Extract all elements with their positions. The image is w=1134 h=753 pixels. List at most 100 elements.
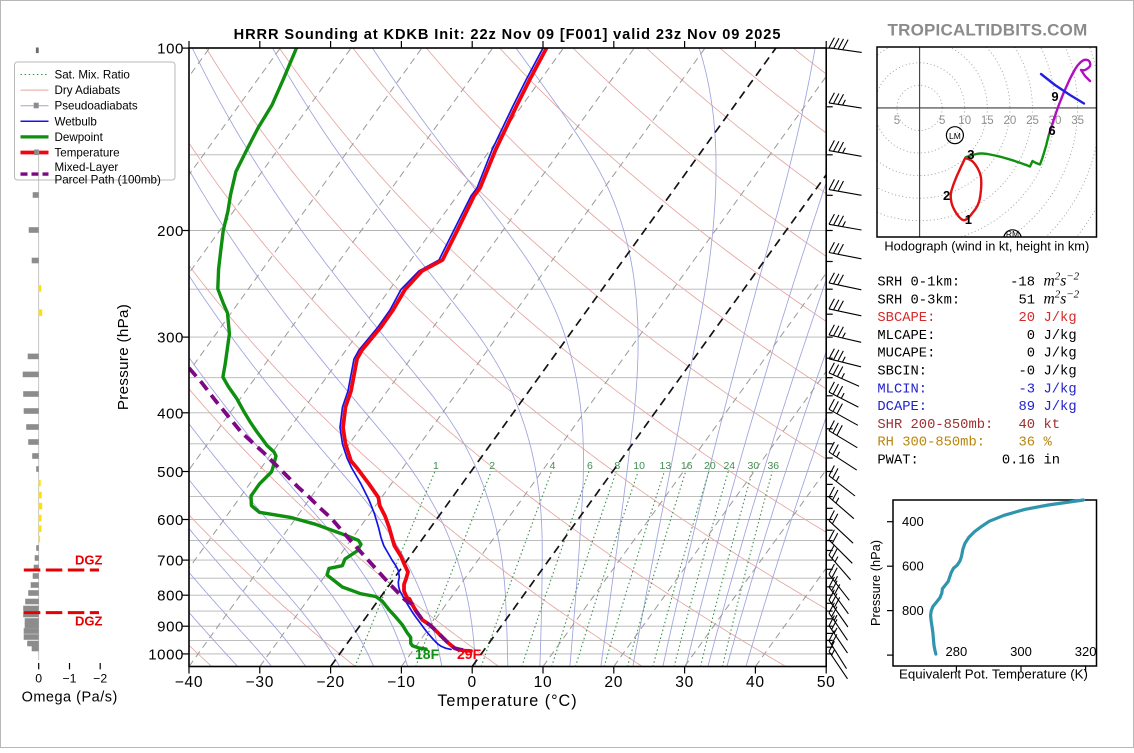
- svg-text:J/kg: J/kg: [1044, 310, 1077, 326]
- svg-text:J/kg: J/kg: [1044, 364, 1077, 380]
- svg-text:Dry Adiabats: Dry Adiabats: [55, 84, 121, 97]
- svg-text:-3: -3: [1018, 382, 1035, 397]
- svg-text:0.16: 0.16: [1002, 454, 1035, 469]
- svg-text:Hodograph (wind in kt, height: Hodograph (wind in kt, height in km): [884, 239, 1089, 254]
- svg-text:24: 24: [723, 460, 735, 472]
- svg-text:800: 800: [157, 588, 184, 605]
- svg-text:400: 400: [902, 514, 924, 529]
- svg-text:Temperature: Temperature: [55, 147, 120, 160]
- svg-text:20: 20: [704, 460, 716, 472]
- svg-text:Parcel Path (100mb): Parcel Path (100mb): [55, 174, 161, 187]
- svg-text:DGZ: DGZ: [75, 553, 103, 568]
- svg-text:20: 20: [1018, 311, 1035, 326]
- svg-text:Mixed-Layer: Mixed-Layer: [55, 161, 119, 174]
- svg-text:%: %: [1044, 436, 1053, 451]
- svg-text:1: 1: [965, 212, 972, 227]
- svg-text:600: 600: [157, 512, 184, 529]
- svg-text:MLCAPE:: MLCAPE:: [877, 329, 935, 344]
- svg-text:MUCAPE:: MUCAPE:: [877, 347, 935, 362]
- svg-text:Wetbulb: Wetbulb: [55, 115, 97, 128]
- svg-text:10: 10: [534, 674, 553, 691]
- svg-text:SBCIN:: SBCIN:: [877, 365, 927, 380]
- svg-text:100: 100: [157, 41, 184, 58]
- svg-text:Omega (Pa/s): Omega (Pa/s): [22, 690, 118, 706]
- svg-text:−30: −30: [246, 674, 275, 691]
- svg-text:−10: −10: [387, 674, 416, 691]
- svg-text:320: 320: [1075, 644, 1097, 659]
- svg-text:3: 3: [967, 147, 974, 162]
- svg-text:−20: −20: [316, 674, 345, 691]
- svg-text:200: 200: [157, 223, 184, 240]
- svg-text:J/kg: J/kg: [1044, 399, 1077, 415]
- svg-text:LM: LM: [949, 131, 961, 141]
- svg-text:0: 0: [1027, 347, 1035, 362]
- svg-text:300: 300: [157, 330, 184, 347]
- svg-text:in: in: [1044, 453, 1061, 469]
- svg-text:20: 20: [1004, 115, 1017, 127]
- svg-text:−1: −1: [62, 672, 76, 686]
- svg-text:RH 300-850mb:: RH 300-850mb:: [877, 435, 985, 451]
- svg-text:400: 400: [157, 405, 184, 422]
- svg-text:Dewpoint: Dewpoint: [55, 131, 104, 144]
- svg-text:700: 700: [157, 553, 184, 570]
- svg-text:Pseudoadiabats: Pseudoadiabats: [55, 100, 138, 113]
- svg-text:−40: −40: [175, 674, 204, 691]
- svg-text:36: 36: [1018, 436, 1035, 451]
- svg-text:30: 30: [748, 460, 760, 472]
- svg-text:Sat. Mix. Ratio: Sat. Mix. Ratio: [55, 69, 130, 82]
- svg-text:5: 5: [894, 115, 900, 127]
- svg-text:500: 500: [157, 464, 184, 481]
- svg-text:51: 51: [1018, 293, 1035, 308]
- svg-text:DGZ: DGZ: [75, 614, 103, 629]
- svg-text:20: 20: [604, 674, 623, 691]
- svg-text:HRRR Sounding at KDKB Init: 22: HRRR Sounding at KDKB Init: 22z Nov 09 […: [234, 27, 782, 43]
- svg-text:6: 6: [587, 460, 593, 472]
- svg-text:89: 89: [1018, 400, 1035, 415]
- svg-text:6: 6: [1048, 123, 1055, 138]
- svg-text:40: 40: [746, 674, 765, 691]
- svg-text:16: 16: [681, 460, 693, 472]
- svg-text:8: 8: [614, 460, 620, 472]
- svg-text:kt: kt: [1044, 417, 1061, 433]
- svg-text:PWAT:: PWAT:: [877, 454, 918, 469]
- svg-text:13: 13: [660, 460, 672, 472]
- svg-text:30: 30: [675, 674, 694, 691]
- svg-text:600: 600: [902, 559, 924, 574]
- svg-text:Equivalent Pot. Temperature (K: Equivalent Pot. Temperature (K): [899, 667, 1088, 682]
- svg-text:DCAPE:: DCAPE:: [877, 400, 927, 415]
- svg-text:280: 280: [946, 644, 968, 659]
- svg-text:29F: 29F: [457, 646, 482, 662]
- svg-text:40: 40: [1018, 418, 1035, 433]
- svg-text:18F: 18F: [415, 646, 440, 662]
- svg-text:-0: -0: [1018, 365, 1035, 380]
- svg-text:5: 5: [939, 115, 945, 127]
- svg-text:0: 0: [468, 674, 477, 691]
- svg-text:J/kg: J/kg: [1044, 346, 1077, 362]
- svg-text:0: 0: [35, 672, 42, 686]
- svg-text:SRH 0-1km:: SRH 0-1km:: [877, 275, 960, 291]
- svg-text:TROPICALTIDBITS.COM: TROPICALTIDBITS.COM: [888, 21, 1088, 40]
- svg-text:900: 900: [157, 619, 184, 636]
- svg-text:RM: RM: [1006, 229, 1019, 239]
- svg-text:4: 4: [550, 460, 556, 472]
- svg-text:Temperature (°C): Temperature (°C): [437, 692, 577, 710]
- svg-text:1000: 1000: [148, 646, 184, 663]
- svg-text:1: 1: [433, 460, 439, 472]
- svg-text:25: 25: [1026, 115, 1039, 127]
- svg-text:10: 10: [958, 115, 971, 127]
- svg-text:2: 2: [943, 188, 950, 203]
- svg-text:MLCIN:: MLCIN:: [877, 382, 927, 397]
- svg-text:35: 35: [1071, 115, 1084, 127]
- svg-text:−2: −2: [93, 672, 107, 686]
- svg-text:Pressure (hPa): Pressure (hPa): [115, 304, 132, 410]
- svg-text:-18: -18: [1010, 276, 1035, 291]
- svg-text:50: 50: [817, 674, 836, 691]
- svg-text:2: 2: [489, 460, 495, 472]
- svg-text:SBCAPE:: SBCAPE:: [877, 311, 935, 326]
- svg-text:9: 9: [1051, 89, 1058, 104]
- svg-text:SHR 200-850mb:: SHR 200-850mb:: [877, 417, 993, 433]
- svg-text:SRH 0-3km:: SRH 0-3km:: [877, 292, 960, 308]
- svg-text:800: 800: [902, 603, 924, 618]
- svg-text:0: 0: [1027, 329, 1035, 344]
- svg-text:15: 15: [981, 115, 994, 127]
